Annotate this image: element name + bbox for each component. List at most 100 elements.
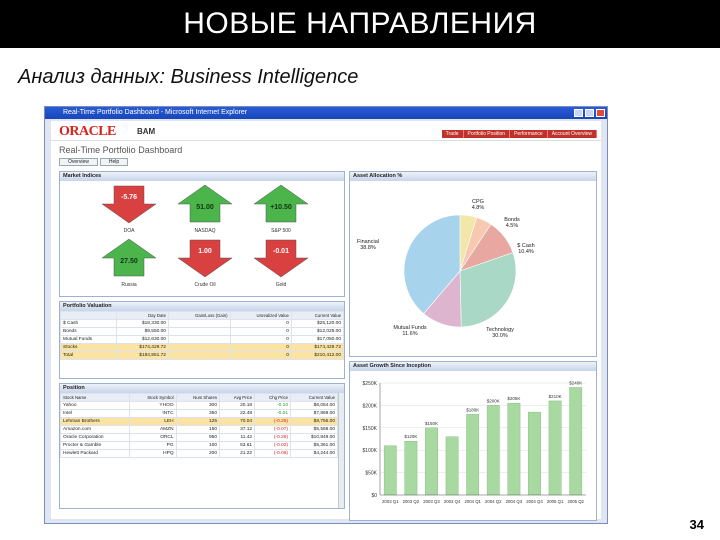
bar[interactable] bbox=[486, 405, 500, 496]
dashboard-screenshot: Real-Time Portfolio Dashboard - Microsof… bbox=[44, 106, 608, 524]
pie-slice[interactable] bbox=[459, 252, 517, 328]
table-cell: $4,244.00 bbox=[290, 449, 338, 458]
table-cell: Amazon.com bbox=[60, 425, 130, 434]
index-tile[interactable]: -5.76 DOA bbox=[100, 184, 158, 234]
x-tick-label: 2003 Q3 bbox=[423, 499, 440, 504]
table-cell: INTC bbox=[128, 409, 177, 418]
app-header: ORACLE BAM Trade Portfolio Position Perf… bbox=[51, 121, 601, 141]
table-cell: $174,429.72 bbox=[290, 343, 345, 352]
column-header[interactable]: Gain/Loss (Gain) bbox=[167, 311, 231, 320]
bar[interactable] bbox=[425, 427, 438, 496]
table-row[interactable]: Total $184,951.72 0 $210,412.00 bbox=[60, 351, 345, 360]
y-tick-label: $100K bbox=[363, 448, 378, 454]
table-cell: 125 bbox=[175, 417, 221, 426]
y-tick-label: $250K bbox=[363, 381, 378, 387]
close-icon[interactable] bbox=[596, 109, 605, 117]
table-cell: (-0.02) bbox=[254, 441, 292, 450]
arrow-down-icon bbox=[253, 239, 309, 278]
index-tile[interactable]: -0.01 Gold bbox=[252, 238, 310, 288]
asset-allocation-title: Asset Allocation % bbox=[350, 172, 596, 181]
column-header[interactable]: Unrealized Value bbox=[229, 311, 292, 320]
table-row[interactable]: Amazon.com AMZN 150 37.12 (-0.07) $5,568.00 bbox=[60, 425, 338, 434]
position-scrollbar[interactable] bbox=[338, 393, 344, 508]
table-cell: $5,361.00 bbox=[290, 441, 338, 450]
table-row[interactable]: Intel INTC 350 22.48 -0.01 $7,868.00 bbox=[60, 409, 338, 418]
column-header[interactable]: Current Value bbox=[290, 393, 338, 402]
asset-allocation-panel: Asset Allocation % CPG 4.8% Bonds 4.5% $ Cas… bbox=[349, 171, 597, 357]
table-cell: 150 bbox=[175, 425, 221, 434]
bar[interactable] bbox=[445, 436, 459, 496]
index-label: Crude Oil bbox=[194, 282, 216, 288]
index-value: -0.01 bbox=[273, 248, 289, 255]
column-header[interactable]: Day Date bbox=[115, 311, 169, 320]
table-cell: $6,054.00 bbox=[290, 401, 338, 410]
column-header[interactable]: Stock Name bbox=[60, 393, 130, 402]
index-value: -5.76 bbox=[121, 194, 137, 201]
nav-performance[interactable]: Performance bbox=[510, 130, 548, 138]
bar-value-label: $150K bbox=[425, 421, 438, 426]
table-cell: $210,412.00 bbox=[290, 351, 345, 360]
nav-account[interactable]: Account Overview bbox=[547, 130, 597, 138]
table-row[interactable]: Bonds $9,550.00 0 $12,025.00 bbox=[60, 327, 345, 336]
table-row[interactable]: Procter & Gamble PG 100 53.61 (-0.02) $5,361.… bbox=[60, 441, 338, 450]
table-cell: $9,550.00 bbox=[115, 327, 169, 336]
table-row[interactable]: $ Cash $18,330.00 0 $25,120.00 bbox=[60, 319, 345, 328]
table-row[interactable]: Yahoo YHOO 300 20.18 -0.10 $6,054.00 bbox=[60, 401, 338, 410]
x-tick-label: 2004 Q1 bbox=[464, 499, 481, 504]
bar[interactable] bbox=[404, 441, 418, 496]
table-cell: Procter & Gamble bbox=[60, 441, 130, 450]
table-cell: 100 bbox=[175, 441, 221, 450]
bar[interactable] bbox=[569, 387, 583, 496]
table-row[interactable]: Lehman Brothers LEH 125 70.04 (-0.25) $8,755.… bbox=[60, 417, 338, 426]
slide-subtitle: Анализ данных: Business Intelligence bbox=[18, 66, 359, 88]
table-cell: 350 bbox=[175, 409, 221, 418]
minimize-icon[interactable] bbox=[574, 109, 583, 117]
bar[interactable] bbox=[548, 400, 562, 496]
tab-help[interactable]: Help bbox=[99, 158, 129, 166]
pie-slice[interactable] bbox=[403, 214, 461, 315]
bar-value-label: $210K bbox=[549, 394, 562, 399]
maximize-icon[interactable] bbox=[585, 109, 594, 117]
slide-title: НОВЫЕ НАПРАВЛЕНИЯ bbox=[0, 0, 720, 48]
bar-value-label: $200K bbox=[487, 398, 500, 403]
oracle-logo: ORACLE bbox=[59, 124, 116, 139]
table-row[interactable]: Stocks $174,429.72 0 $174,429.72 bbox=[60, 343, 345, 352]
column-header[interactable]: Num Shares bbox=[175, 393, 221, 402]
arrow-down-icon bbox=[177, 239, 233, 278]
bar[interactable] bbox=[466, 414, 480, 496]
table-cell: $5,568.00 bbox=[290, 425, 338, 434]
index-tile[interactable]: 1.00 Crude Oil bbox=[176, 238, 234, 288]
position-table: Stock Name Stock Symbol Num Shares Avg Pric… bbox=[60, 393, 338, 458]
column-header[interactable]: Stock Symbol bbox=[128, 393, 177, 402]
column-header[interactable]: Avg Price bbox=[219, 393, 256, 402]
window-title: Real-Time Portfolio Dashboard - Microsof… bbox=[63, 109, 248, 116]
index-tile[interactable]: +10.50 S&P 500 bbox=[252, 184, 310, 234]
nav-portfolio[interactable]: Portfolio Position bbox=[463, 130, 511, 138]
table-row[interactable]: Oracle Corporation ORCL 950 11.42 (-0.26) $10… bbox=[60, 433, 338, 442]
x-tick-label: 2005 Q1 bbox=[547, 499, 564, 504]
index-label: NASDAQ bbox=[194, 228, 216, 234]
bar[interactable] bbox=[528, 411, 541, 496]
column-header[interactable] bbox=[60, 311, 117, 320]
table-row[interactable]: Mutual Funds $12,630.00 0 $17,050.00 bbox=[60, 335, 345, 344]
table-cell: Lehman Brothers bbox=[60, 417, 130, 426]
bar[interactable] bbox=[507, 402, 521, 496]
column-header[interactable]: Chg Price bbox=[254, 393, 292, 402]
table-cell: Intel bbox=[60, 409, 130, 418]
nav-trade[interactable]: Trade bbox=[441, 130, 464, 138]
y-tick-label: $200K bbox=[363, 403, 378, 409]
index-value: 27.50 bbox=[120, 258, 138, 265]
column-header[interactable]: Current Value bbox=[290, 311, 345, 320]
tab-overview[interactable]: Overview bbox=[59, 158, 98, 166]
table-cell: Hewlett Packard bbox=[60, 449, 130, 458]
table-cell: 21.22 bbox=[219, 449, 256, 458]
window-titlebar: Real-Time Portfolio Dashboard - Microsof… bbox=[45, 107, 607, 119]
table-cell: 53.61 bbox=[219, 441, 256, 450]
table-cell: 0 bbox=[229, 335, 292, 344]
bar[interactable] bbox=[383, 445, 397, 496]
table-cell: (-0.07) bbox=[254, 425, 292, 434]
table-cell: $8,755.00 bbox=[290, 417, 338, 426]
index-tile[interactable]: 51.00 NASDAQ bbox=[176, 184, 234, 234]
table-row[interactable]: Hewlett Packard HPQ 200 21.22 (-0.06) $4,244.… bbox=[60, 449, 338, 458]
index-tile[interactable]: 27.50 Russia bbox=[100, 238, 158, 288]
